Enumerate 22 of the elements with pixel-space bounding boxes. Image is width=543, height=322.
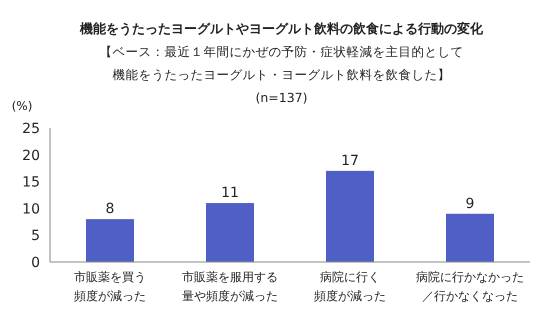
x-tick-label: 病院に行く頻度が減った bbox=[314, 270, 386, 303]
y-tick-label: 0 bbox=[31, 255, 40, 271]
y-tick-label: 5 bbox=[31, 228, 40, 244]
bar bbox=[86, 219, 134, 262]
data-label: 11 bbox=[221, 185, 239, 202]
bar bbox=[446, 214, 494, 262]
bar bbox=[326, 170, 374, 262]
y-tick-label: 15 bbox=[22, 174, 40, 191]
data-label: 8 bbox=[106, 201, 114, 218]
x-tick-label: 病院に行かなかった／行かなくなった bbox=[416, 270, 524, 303]
y-tick-label: 25 bbox=[22, 121, 40, 137]
data-label: 17 bbox=[341, 152, 359, 169]
bar bbox=[206, 203, 254, 262]
chart-title: 機能をうたったヨーグルトやヨーグルト飲料の飲食による行動の変化 bbox=[79, 21, 484, 37]
chart-subtitle: 【ベース：最近１年間にかぜの予防・症状軽減を主目的として機能をうたったヨーグルト・ヨーグルト飲料を飲食した】 bbox=[100, 44, 464, 82]
y-tick-label: 20 bbox=[22, 148, 40, 164]
x-tick-label: 市販薬を服用する量や頻度が減った bbox=[182, 270, 278, 303]
data-label: 9 bbox=[466, 196, 474, 212]
text: (n=137) bbox=[255, 90, 308, 105]
y-tick-label: 10 bbox=[22, 201, 40, 218]
y-axis-title: (%) bbox=[12, 99, 32, 113]
x-tick-label: 市販薬を買う頻度が減った bbox=[74, 270, 146, 303]
